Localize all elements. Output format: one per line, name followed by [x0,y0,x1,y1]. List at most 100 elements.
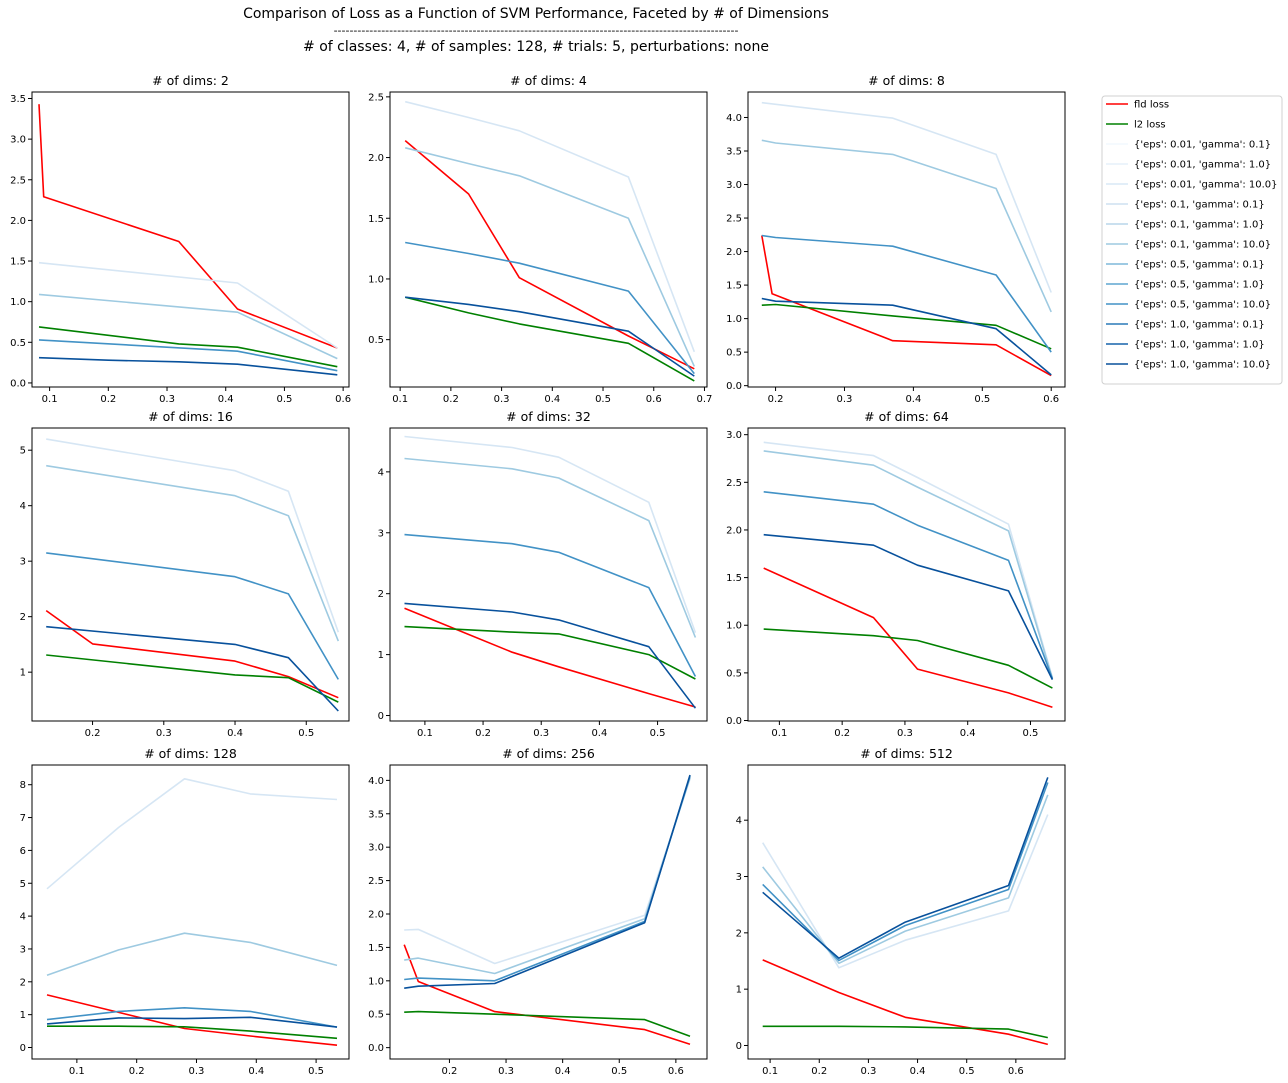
x-tick-label: 0.4 [910,1066,926,1077]
x-tick-label: 0.5 [650,728,666,739]
y-tick-label: 2.5 [726,478,742,489]
y-tick-label: 2 [378,589,384,600]
y-tick-label: 6 [20,846,26,857]
x-tick-label: 0.6 [1043,394,1059,405]
figure-title-rule: ----------------------------------------… [334,24,739,37]
subplot: # of dims: 8 0.2 0.3 0.4 0.5 0.6 0.0 0.5 1.0 1.5 2… [726,73,1066,405]
y-tick-label: 5 [20,879,26,890]
x-tick-label: 0.5 [298,728,314,739]
y-tick-label: 0.0 [726,716,742,727]
legend-label: {'eps': 0.01, 'gamma': 10.0} [1134,180,1278,191]
x-tick-label: 0.3 [533,728,549,739]
x-tick-label: 0.4 [960,728,976,739]
series-line [761,235,1052,377]
y-tick-label: 7 [20,813,26,824]
x-tick-label: 0.3 [189,1066,205,1077]
subplot-title: # of dims: 2 [152,73,229,88]
legend-label: {'eps': 0.1, 'gamma': 1.0} [1134,220,1265,231]
axes-frame [389,91,708,388]
y-tick-label: 2.5 [10,175,26,186]
legend: fld loss l2 loss {'eps': 0.01, 'gamma': 0.… [1101,95,1283,385]
series-line [763,628,1053,689]
x-tick-label: 0.6 [1008,1066,1024,1077]
series-line [46,1016,338,1028]
legend-label: {'eps': 0.01, 'gamma': 1.0} [1134,160,1271,171]
axes-frame [31,764,350,1060]
x-tick-label: 0.4 [544,394,560,405]
y-tick-label: 3 [736,872,742,883]
x-tick-label: 0.1 [762,1066,778,1077]
y-tick-label: 0.5 [726,348,742,359]
series-line [762,777,1049,960]
y-tick-label: 2.0 [726,525,742,536]
series-line [404,1010,691,1038]
y-tick-label: 2.0 [368,910,384,921]
series-line [761,234,1052,353]
series-line [46,438,340,633]
subplot: # of dims: 256 0.2 0.3 0.4 0.5 0.6 0.0 0.5 1.0 1.… [368,746,708,1077]
axes-frame [747,91,1066,388]
subplot-title: # of dims: 512 [860,746,953,761]
y-tick-label: 0 [378,711,384,722]
series-line [46,932,338,976]
x-tick-label: 0.4 [227,728,243,739]
legend-label: {'eps': 1.0, 'gamma': 1.0} [1134,340,1265,351]
series-line [38,104,338,349]
y-tick-label: 0.5 [368,335,384,346]
series-line [762,794,1049,965]
series-line [762,1025,1048,1039]
y-tick-label: 2.0 [368,153,384,164]
y-tick-label: 0.0 [10,378,26,389]
y-tick-label: 1.5 [368,214,384,225]
x-tick-label: 0.5 [611,1066,627,1077]
series-line [762,782,1049,962]
series-line [46,464,340,642]
y-tick-label: 1 [20,1010,26,1021]
x-tick-label: 0.3 [498,1066,514,1077]
series-line [404,774,691,989]
series-line [38,356,338,376]
x-tick-label: 0.6 [646,394,662,405]
series-line [404,607,696,708]
x-tick-label: 0.2 [443,394,459,405]
y-tick-label: 2.5 [726,214,742,225]
x-tick-label: 0.2 [768,394,784,405]
legend-box [1101,95,1283,385]
series-line [405,100,696,353]
y-tick-label: 2.5 [368,876,384,887]
series-line [404,457,697,638]
x-tick-label: 0.5 [959,1066,975,1077]
y-tick-label: 0.5 [726,668,742,679]
axes-frame [747,764,1066,1060]
x-tick-label: 0.1 [69,1066,85,1077]
y-tick-label: 0.0 [726,381,742,392]
subplot-title: # of dims: 32 [506,409,591,424]
y-tick-label: 3.5 [10,94,26,105]
series-line [763,567,1053,708]
y-tick-label: 4 [20,912,26,923]
series-line [762,814,1049,969]
series-line [46,552,339,680]
y-tick-label: 3.0 [726,430,742,441]
y-tick-label: 2 [20,977,26,988]
series-line [45,609,339,699]
y-tick-label: 1.0 [368,976,384,987]
legend-label: {'eps': 1.0, 'gamma': 0.1} [1134,320,1265,331]
x-tick-label: 0.1 [417,728,433,739]
y-tick-label: 3 [20,944,26,955]
y-tick-label: 1 [378,650,384,661]
y-tick-label: 0 [20,1043,26,1054]
x-tick-label: 0.6 [668,1066,684,1077]
x-tick-label: 0.2 [441,1066,457,1077]
y-tick-label: 1.5 [726,281,742,292]
series-line [46,777,338,890]
x-tick-label: 0.5 [595,394,611,405]
x-tick-label: 0.5 [974,394,990,405]
series-line [404,139,695,370]
y-tick-label: 4 [20,501,26,512]
legend-label: {'eps': 0.5, 'gamma': 1.0} [1134,280,1265,291]
subplot: # of dims: 64 0.1 0.2 0.3 0.4 0.5 0.0 0.5 1.0 1.5… [726,409,1066,739]
x-tick-label: 0.4 [905,394,921,405]
series-line [761,303,1052,350]
y-tick-label: 3.0 [10,135,26,146]
